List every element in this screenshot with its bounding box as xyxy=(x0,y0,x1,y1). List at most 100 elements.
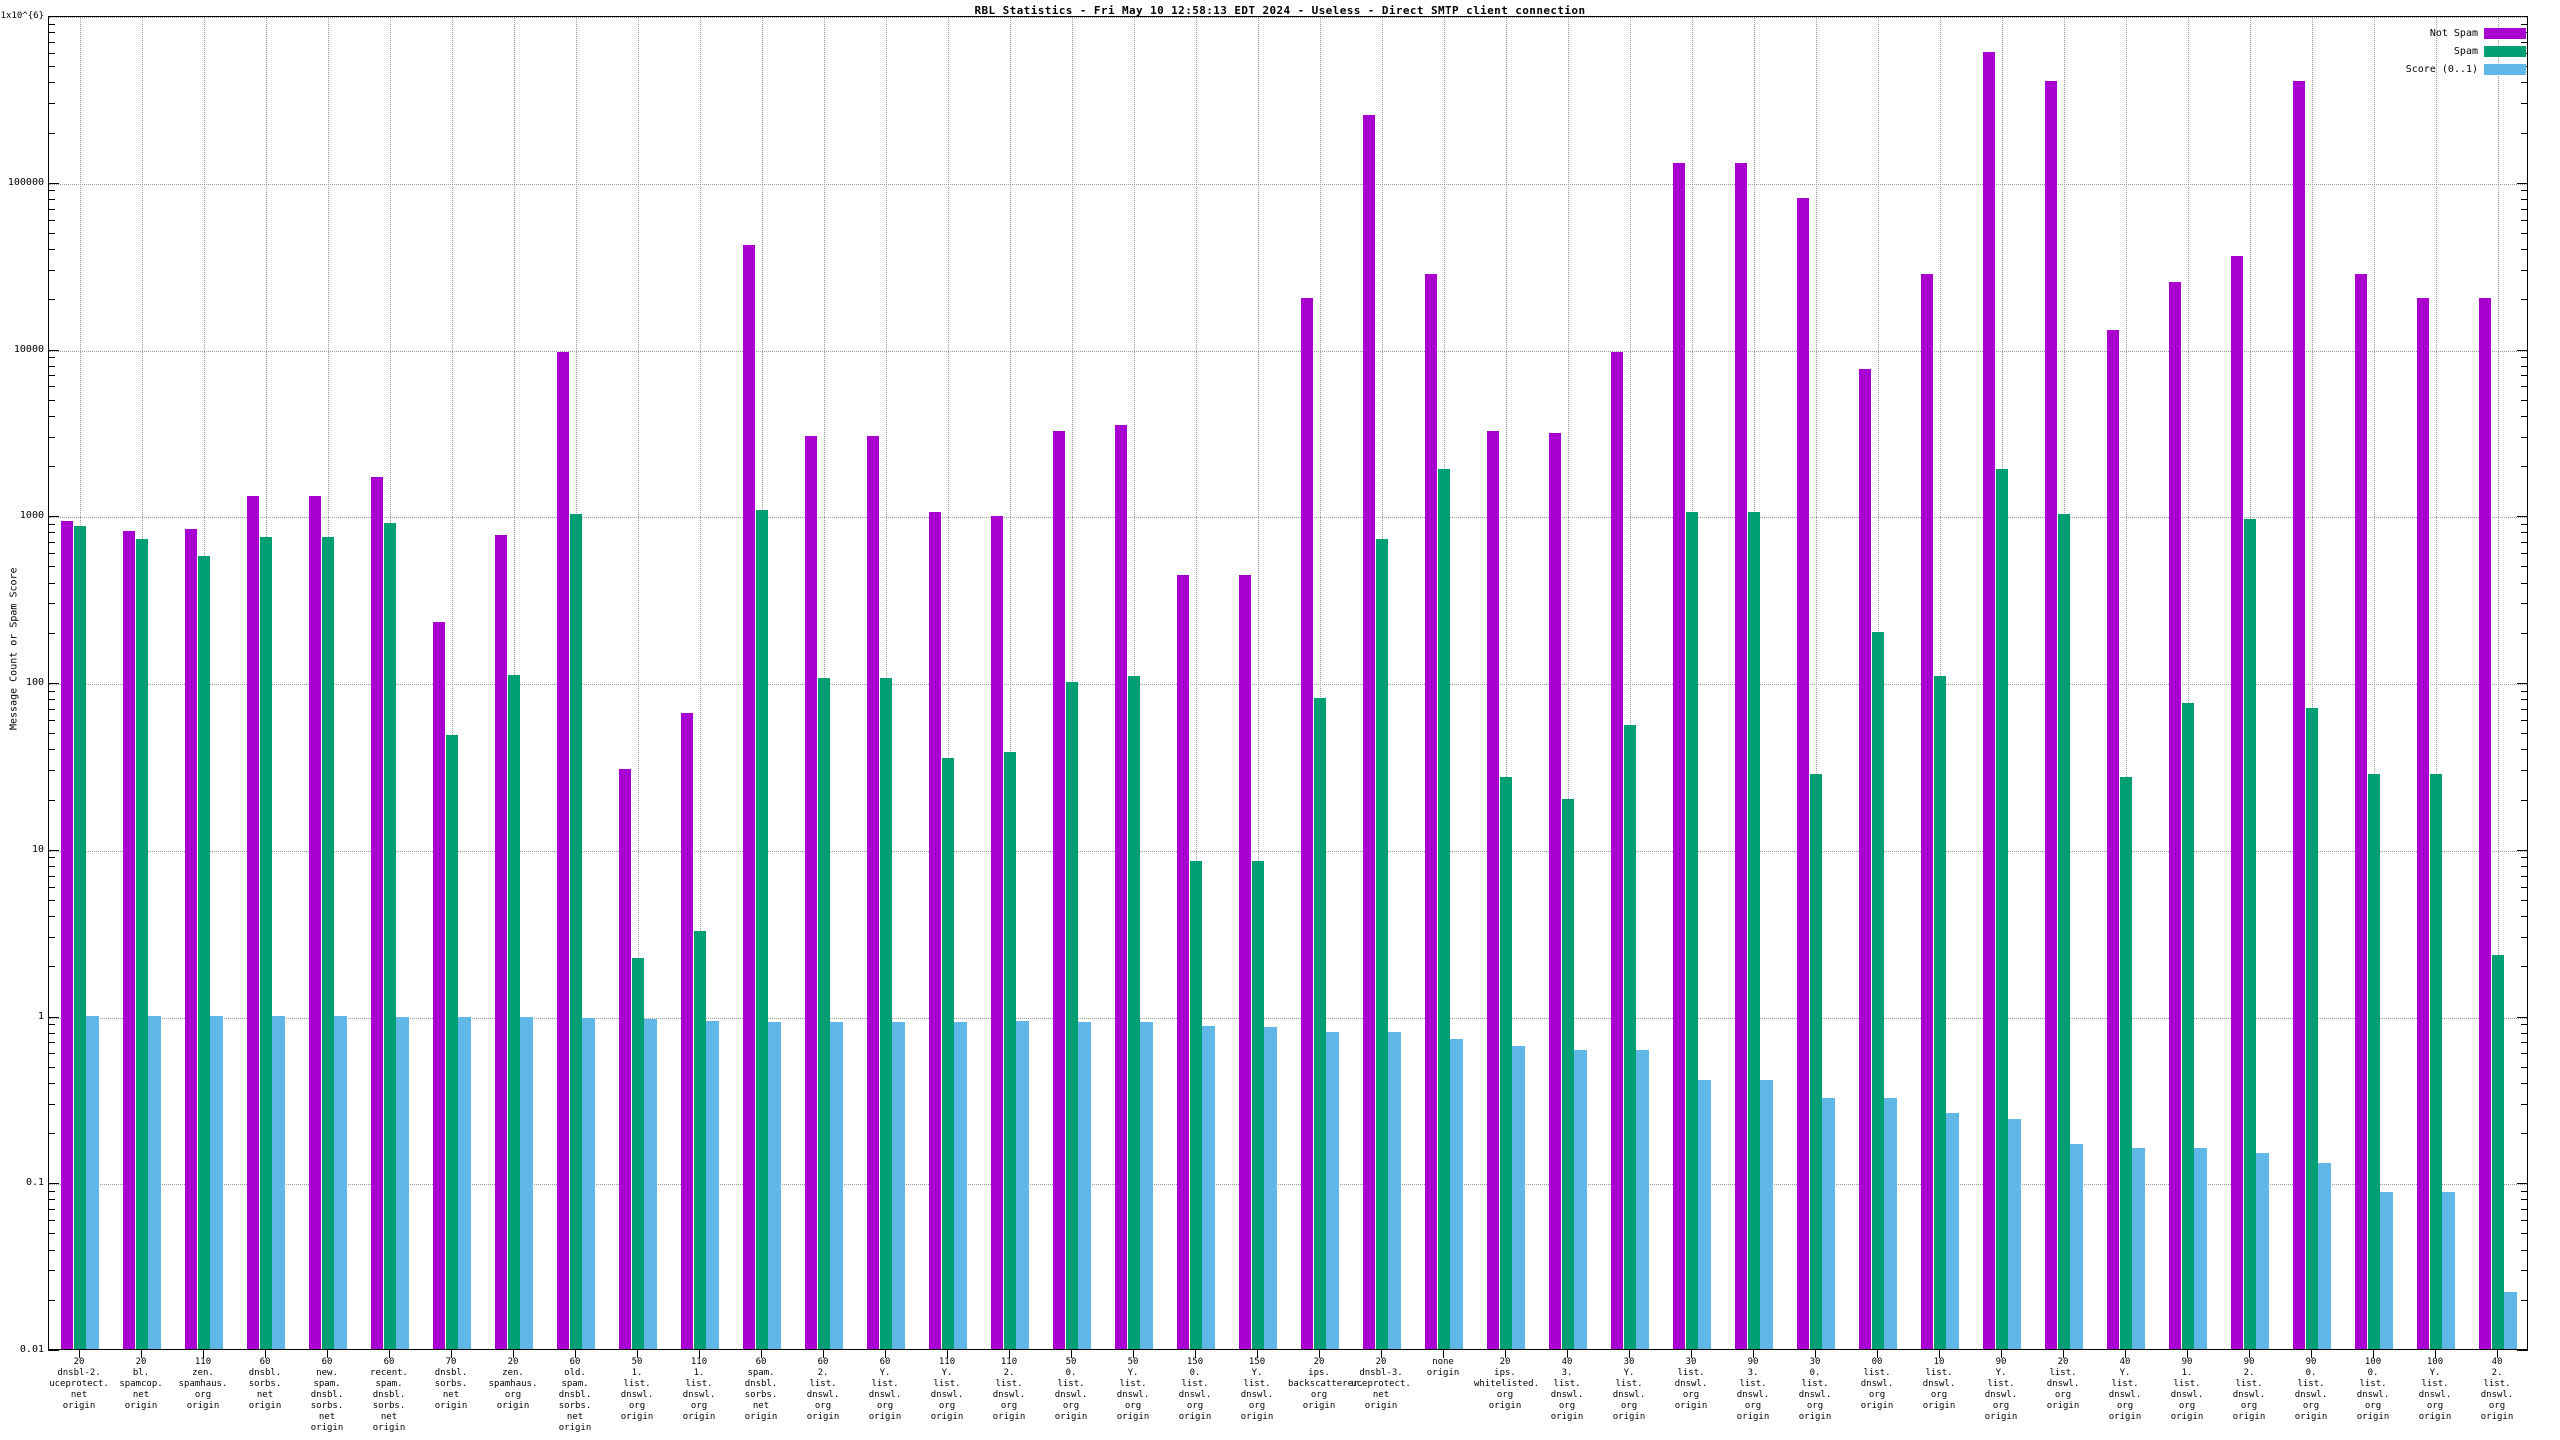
x-tick xyxy=(389,1350,390,1358)
y-tick-minor xyxy=(48,1032,55,1034)
y-tick-minor xyxy=(48,1066,55,1068)
x-axis-category-label: 20 zen. spamhaus. org origin xyxy=(488,1357,538,1411)
bar-spam xyxy=(1561,798,1574,1349)
y-tick-label: 100000 xyxy=(7,176,44,188)
y-tick-minor xyxy=(48,41,55,43)
bar-spam xyxy=(321,537,334,1349)
y-tick-minor xyxy=(48,32,55,34)
bar-score xyxy=(830,1022,843,1349)
bar-spam xyxy=(1809,774,1822,1349)
y-tick-label: 1x10^{6} xyxy=(0,11,44,21)
y-tick-minor xyxy=(48,1133,55,1135)
gridline-vertical xyxy=(948,17,949,1349)
bar-not-spam xyxy=(1796,197,1810,1349)
y-tick-minor xyxy=(48,82,55,84)
y-tick-minor xyxy=(48,103,55,105)
x-tick xyxy=(265,1350,266,1358)
y-tick-minor-right xyxy=(2521,232,2528,234)
x-tick xyxy=(1691,1350,1692,1358)
y-tick-minor-right xyxy=(2521,41,2528,43)
y-tick-minor-right xyxy=(2521,719,2528,721)
bar-not-spam xyxy=(1548,433,1562,1349)
bar-score xyxy=(2132,1148,2145,1349)
bar-score xyxy=(1698,1080,1711,1349)
legend-swatch-not-spam xyxy=(2484,27,2526,39)
bar-spam xyxy=(1995,468,2008,1349)
gridline-horizontal xyxy=(49,517,2527,519)
x-axis-category-label: 20 dnsbl-3. uceprotect. net origin xyxy=(1351,1357,1411,1411)
bar-score xyxy=(1264,1027,1277,1349)
bar-not-spam xyxy=(494,535,508,1349)
y-tick-major xyxy=(48,1016,59,1018)
x-axis-category-label: 110 Y. list. dnswl. org origin xyxy=(930,1357,964,1422)
gridline-vertical xyxy=(2126,17,2127,1349)
y-tick-minor xyxy=(48,232,55,234)
y-tick-minor xyxy=(48,719,55,721)
x-axis-category-label: 60 spam. dnsbl. sorbs. net origin xyxy=(744,1357,778,1422)
bar-score xyxy=(1388,1031,1401,1349)
bar-spam xyxy=(569,513,582,1349)
bar-not-spam xyxy=(1424,273,1438,1349)
y-tick-major xyxy=(48,849,59,851)
y-tick-label: 0.1 xyxy=(25,1177,44,1189)
y-tick-minor xyxy=(48,219,55,221)
x-axis-category-label: 90 2. list. dnswl. org origin xyxy=(2232,1357,2266,1422)
y-tick-minor-right xyxy=(2521,733,2528,735)
y-tick-major-right xyxy=(2517,182,2528,184)
bar-score xyxy=(644,1019,657,1349)
bar-spam xyxy=(507,675,520,1349)
y-tick-label: 0.01 xyxy=(19,1344,44,1355)
y-tick-minor-right xyxy=(2521,708,2528,710)
gridline-horizontal xyxy=(49,1184,2527,1186)
bar-spam xyxy=(1065,682,1078,1349)
y-tick-minor xyxy=(48,875,55,877)
gridline-vertical xyxy=(452,17,453,1349)
bar-score xyxy=(2504,1291,2517,1349)
bar-score xyxy=(954,1022,967,1349)
y-tick-minor xyxy=(48,466,55,468)
gridline-vertical xyxy=(2498,17,2499,1349)
y-tick-minor-right xyxy=(2521,875,2528,877)
bar-not-spam xyxy=(370,476,384,1349)
y-tick-minor xyxy=(48,386,55,388)
y-tick-minor-right xyxy=(2521,1299,2528,1301)
gridline-horizontal xyxy=(49,350,2527,352)
legend-label-not-spam: Not Spam xyxy=(2429,27,2478,39)
y-tick-minor-right xyxy=(2521,857,2528,859)
x-tick xyxy=(1629,1350,1630,1358)
y-tick-minor-right xyxy=(2521,1103,2528,1105)
bar-spam xyxy=(445,735,458,1349)
x-axis-category-label: 20 dnsbl-2. uceprotect. net origin xyxy=(49,1357,109,1411)
bar-score xyxy=(2256,1152,2269,1349)
gridline-horizontal xyxy=(49,17,2527,18)
bar-score xyxy=(1326,1031,1339,1349)
bar-score xyxy=(334,1016,347,1349)
bar-spam xyxy=(1189,860,1202,1349)
x-axis-category-label: 30 0. list. dnswl. org origin xyxy=(1798,1357,1832,1422)
y-tick-minor xyxy=(48,365,55,367)
y-tick-minor-right xyxy=(2521,208,2528,210)
x-tick xyxy=(2373,1350,2374,1358)
y-tick-major-right xyxy=(2517,683,2528,684)
x-axis-category-label: 00 list. dnswl. org origin xyxy=(1860,1357,1894,1411)
x-axis-category-label: 60 Y. list. dnswl. org origin xyxy=(868,1357,902,1422)
x-axis-category-label: 50 0. list. dnswl. org origin xyxy=(1054,1357,1088,1422)
bar-score xyxy=(2008,1118,2021,1349)
y-tick-minor-right xyxy=(2521,523,2528,525)
x-tick xyxy=(203,1350,204,1358)
y-tick-minor-right xyxy=(2521,365,2528,367)
gridline-vertical xyxy=(1258,17,1259,1349)
x-axis-category-label: 150 Y. list. dnswl. org origin xyxy=(1240,1357,1274,1422)
bar-not-spam xyxy=(2230,255,2244,1349)
x-axis-category-label: 150 0. list. dnswl. org origin xyxy=(1178,1357,1212,1422)
x-tick xyxy=(947,1350,948,1358)
x-axis-category-label: 40 3. list. dnswl. org origin xyxy=(1550,1357,1584,1422)
y-tick-minor xyxy=(48,399,55,401)
gridline-vertical xyxy=(1816,17,1817,1349)
y-tick-major xyxy=(48,683,59,684)
bar-not-spam xyxy=(990,515,1004,1349)
y-tick-minor-right xyxy=(2521,1190,2528,1192)
gridline-vertical xyxy=(1630,17,1631,1349)
y-tick-minor-right xyxy=(2521,632,2528,634)
y-tick-minor xyxy=(48,916,55,918)
